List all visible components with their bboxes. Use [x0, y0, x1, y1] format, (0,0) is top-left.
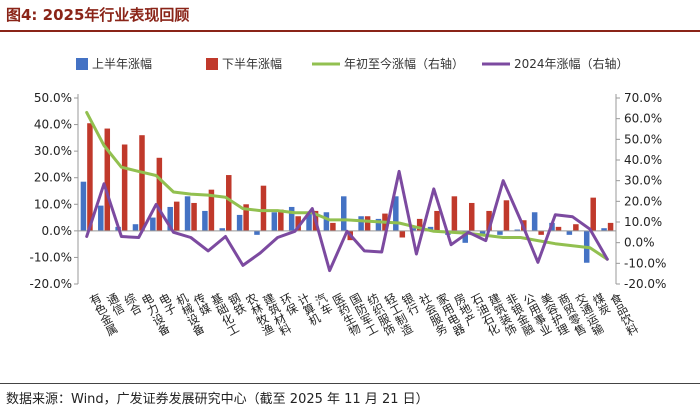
bar-h2 [226, 175, 232, 231]
bar-h2 [364, 216, 371, 231]
line-2024 [85, 169, 609, 273]
bar-h2 [121, 144, 128, 231]
bar-h2 [607, 222, 614, 231]
bar-h2 [295, 216, 301, 231]
source-rule [0, 383, 700, 384]
bar-h1 [566, 230, 573, 235]
bar-h2 [191, 202, 197, 231]
bar-h2 [330, 222, 336, 231]
category-label: 综合 [121, 290, 145, 318]
left-tick-label: -10.0% [30, 250, 72, 264]
line-ytd [85, 111, 609, 261]
bar-h2 [87, 123, 93, 231]
bar-h1 [184, 196, 191, 231]
bar-h1 [219, 228, 226, 231]
bar-h2 [399, 230, 406, 238]
legend-label: 2024年涨幅（右轴） [514, 56, 629, 71]
legend-swatch [76, 58, 88, 70]
bar-h1 [271, 212, 278, 231]
bar-h2 [573, 224, 579, 231]
right-tick-label: 20.0% [624, 194, 662, 208]
bar-h2 [260, 185, 267, 231]
bar-h1 [375, 218, 382, 231]
bar-h1 [132, 224, 139, 231]
bar-h1 [341, 196, 347, 231]
bar-h2 [104, 128, 111, 231]
right-tick-label: 50.0% [624, 132, 662, 146]
legend-label: 上半年涨幅 [92, 56, 152, 71]
bar-h2 [416, 218, 423, 231]
bar-h2 [555, 226, 562, 231]
bar-h1 [167, 206, 173, 231]
chart: 上半年涨幅 下半年涨幅 年初至今涨幅（右轴） 2024年涨幅（右轴） 50.0% 40.0… [30, 56, 667, 339]
bar-h2 [434, 210, 440, 231]
bar-h1 [150, 217, 156, 231]
right-tick-label: 30.0% [624, 174, 662, 188]
bar-h1 [98, 205, 104, 231]
left-tick-label: 30.0% [34, 144, 72, 158]
right-tick-label: 0.0% [624, 236, 655, 250]
bar-h1 [427, 226, 434, 231]
bar-h2 [590, 197, 596, 231]
bar-h1 [479, 230, 486, 237]
bar-h1 [288, 206, 295, 231]
bar-h1 [202, 210, 208, 231]
right-tick-label: 60.0% [624, 112, 662, 126]
legend-label: 年初至今涨幅（右轴） [344, 56, 464, 71]
left-tick-label: 10.0% [34, 197, 72, 211]
bar-h1 [462, 230, 468, 243]
bar-h2 [278, 209, 284, 231]
bar-h1 [393, 196, 399, 231]
bar-h1 [236, 214, 243, 231]
bar-h1 [497, 230, 503, 235]
left-tick-label: 0.0% [42, 224, 73, 238]
right-tick-label: -10.0% [624, 256, 666, 270]
bar-h1 [601, 228, 607, 231]
bar-h1 [514, 229, 521, 231]
left-tick-label: 40.0% [34, 118, 72, 132]
right-tick-label: -20.0% [624, 277, 666, 291]
bar-h2 [503, 200, 510, 231]
bar-h1 [306, 212, 312, 231]
bar-h1 [531, 212, 538, 231]
bar-h2 [451, 196, 458, 231]
legend-swatch [206, 58, 218, 70]
bar-h2 [173, 201, 180, 231]
right-tick-label: 10.0% [624, 215, 662, 229]
bar-h1 [80, 181, 87, 231]
bar-h2 [538, 230, 544, 235]
bar-h1 [410, 228, 416, 231]
legend-label: 下半年涨幅 [222, 56, 282, 71]
figure-title: 图4: 2025年行业表现回顾 [6, 6, 190, 24]
title-rule [0, 30, 700, 32]
bar-h2 [139, 135, 145, 231]
bar-h2 [243, 204, 249, 231]
right-tick-label: 40.0% [624, 153, 662, 167]
bar-h1 [323, 212, 330, 231]
bar-h1 [254, 230, 260, 235]
category-label: 食品饮料 [607, 290, 642, 339]
bar-h2 [156, 157, 163, 231]
source-note: 数据来源：Wind，广发证券发展研究中心（截至 2025 年 11 月 21 日… [6, 392, 429, 407]
right-tick-label: 70.0% [624, 91, 662, 105]
bar-h1 [358, 216, 364, 231]
left-tick-label: 20.0% [34, 171, 72, 185]
left-tick-label: -20.0% [30, 277, 72, 291]
bar-h2 [468, 202, 475, 231]
left-tick-label: 50.0% [34, 91, 72, 105]
bar-h2 [208, 189, 215, 231]
bar-h2 [486, 210, 492, 231]
